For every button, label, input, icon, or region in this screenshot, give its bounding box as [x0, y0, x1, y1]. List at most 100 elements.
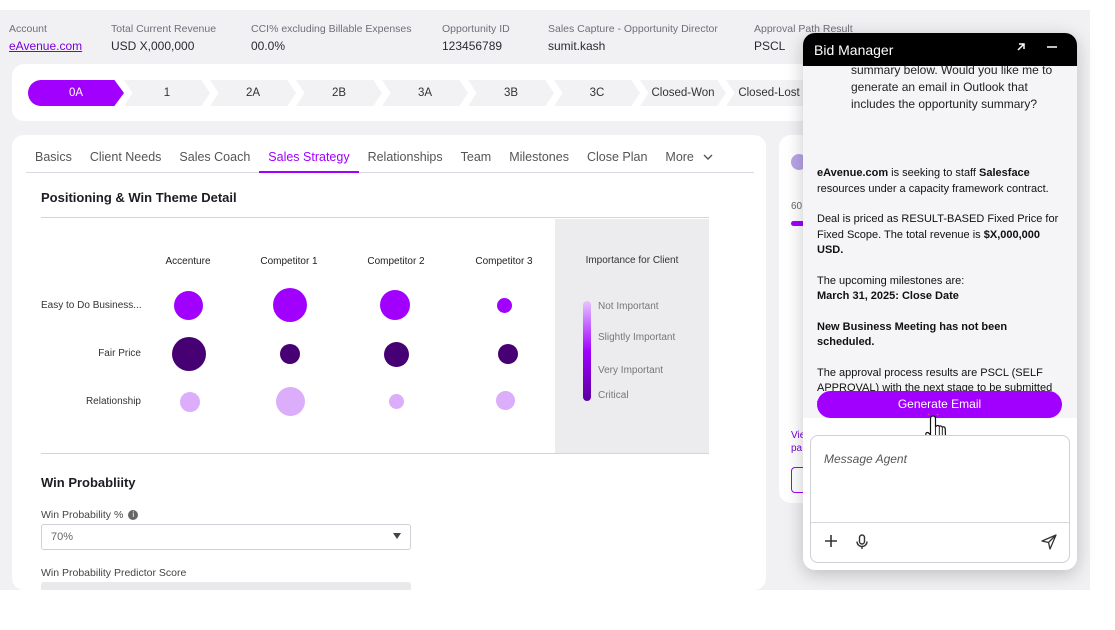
- bubble-price-competitor-3: [498, 344, 518, 364]
- header-opportunity-id: Opportunity ID 123456789: [442, 23, 510, 53]
- stage-progress: 0A 1 2A 2B 3A 3B 3C Closed-Won Closed-Lo…: [28, 80, 812, 106]
- side-card-progress-bar: [791, 221, 811, 226]
- tab-relationships[interactable]: Relationships: [367, 150, 443, 164]
- director-label: Sales Capture - Opportunity Director: [548, 23, 718, 35]
- approval-value: PSCL: [754, 39, 786, 53]
- tab-milestones[interactable]: Milestones: [509, 150, 569, 164]
- revenue-label: Total Current Revenue: [111, 23, 217, 35]
- bubble-price-competitor-2: [384, 342, 409, 367]
- expand-icon[interactable]: [1015, 41, 1027, 56]
- agent-meeting-status: New Business Meeting has not been schedu…: [817, 320, 1008, 349]
- director-value: sumit.kash: [548, 39, 606, 53]
- tab-team[interactable]: Team: [460, 150, 492, 164]
- legend-critical: Critical: [598, 390, 629, 401]
- tab-basics[interactable]: Basics: [35, 150, 72, 164]
- column-competitor-3: Competitor 3: [475, 256, 533, 267]
- opportunity-id-label: Opportunity ID: [442, 23, 510, 35]
- approval-label: Approval Path Result: [754, 23, 853, 35]
- side-card-link-line-1[interactable]: Vie: [791, 430, 806, 441]
- row-relationship: Relationship: [85, 396, 141, 407]
- stage-3c[interactable]: 3C: [554, 80, 640, 106]
- legend-not-important: Not Important: [598, 301, 659, 312]
- chevron-down-icon: [703, 153, 713, 164]
- stage-3b[interactable]: 3B: [468, 80, 554, 106]
- tab-more-label: More: [665, 150, 694, 164]
- predictor-score-field: [41, 582, 411, 590]
- minimize-icon[interactable]: [1046, 41, 1058, 56]
- column-competitor-2: Competitor 2: [367, 256, 425, 267]
- tab-client-needs[interactable]: Client Needs: [89, 150, 162, 164]
- generate-email-button[interactable]: Generate Email: [817, 391, 1062, 418]
- stage-2b[interactable]: 2B: [296, 80, 382, 106]
- stage-progress-card: 0A 1 2A 2B 3A 3B 3C Closed-Won Closed-Lo…: [12, 64, 812, 121]
- side-card-value: 60: [791, 201, 803, 212]
- tab-sales-strategy[interactable]: Sales Strategy: [259, 143, 359, 173]
- dropdown-caret-icon: [393, 533, 401, 539]
- user-message: summary below. Would you like me to gene…: [851, 63, 1053, 111]
- account-link[interactable]: eAvenue.com: [9, 39, 83, 53]
- bubble-easy-competitor-2: [380, 290, 410, 320]
- stage-0a[interactable]: 0A: [28, 80, 124, 106]
- win-probability-select[interactable]: 70%: [41, 524, 411, 550]
- stage-3a[interactable]: 3A: [382, 80, 468, 106]
- agent-resource: Salesface: [979, 167, 1030, 179]
- predictor-score-label: Win Probability Predictor Score: [41, 567, 187, 579]
- importance-title: Importance for Client: [585, 255, 679, 266]
- tab-more[interactable]: More: [656, 143, 722, 173]
- importance-scale-bar: [583, 301, 591, 401]
- send-icon[interactable]: [1041, 534, 1057, 555]
- bubble-relationship-accenture: [180, 392, 200, 412]
- tab-close-plan[interactable]: Close Plan: [586, 150, 648, 164]
- agent-message: eAvenue.com is seeking to staff Salesfac…: [817, 166, 1067, 427]
- message-composer[interactable]: Message Agent: [810, 435, 1070, 563]
- stage-closed-won[interactable]: Closed-Won: [640, 80, 726, 106]
- composer-divider: [811, 522, 1069, 523]
- column-accenture: Accenture: [165, 256, 211, 267]
- bubble-relationship-competitor-2: [389, 394, 404, 409]
- tab-sales-coach[interactable]: Sales Coach: [179, 150, 251, 164]
- bubble-easy-accenture: [174, 291, 203, 320]
- agent-p2-text: Deal is priced as RESULT-BASED Fixed Pri…: [817, 213, 1059, 241]
- positioning-divider-top: [41, 217, 709, 218]
- header-cci: CCI% excluding Billable Expenses 00.0%: [251, 23, 412, 53]
- stage-2a[interactable]: 2A: [210, 80, 296, 106]
- agent-revenue: $X,000,000 USD.: [817, 228, 1041, 257]
- agent-close-date: March 31, 2025: Close Date: [817, 290, 959, 302]
- side-card-link-line-2[interactable]: pa: [791, 443, 803, 454]
- sales-strategy-card: Basics Client Needs Sales Coach Sales St…: [12, 135, 766, 590]
- microphone-icon[interactable]: [855, 534, 869, 555]
- bid-manager-panel: Bid Manager summary below. Would you lik…: [803, 33, 1077, 570]
- header-approval: Approval Path Result PSCL: [754, 23, 853, 53]
- stage-1[interactable]: 1: [124, 80, 210, 106]
- chat-area: summary below. Would you like me to gene…: [803, 63, 1077, 418]
- info-icon[interactable]: i: [128, 510, 139, 521]
- bid-manager-header: Bid Manager: [803, 33, 1077, 66]
- positioning-matrix: Accenture Competitor 1 Competitor 2 Comp…: [41, 219, 709, 453]
- bubble-easy-competitor-3: [497, 298, 512, 313]
- agent-p1-text: is seeking to staff: [888, 167, 980, 179]
- positioning-divider-bottom: [41, 453, 709, 454]
- agent-account: eAvenue.com: [817, 167, 889, 179]
- positioning-title: Positioning & Win Theme Detail: [41, 190, 237, 205]
- legend-slightly-important: Slightly Important: [598, 332, 676, 343]
- agent-paragraph-3: The upcoming milestones are: March 31, 20…: [817, 274, 1067, 305]
- revenue-value: USD X,000,000: [111, 39, 195, 53]
- stage-closed-lost[interactable]: Closed-Lost: [726, 80, 812, 106]
- agent-paragraph-1: eAvenue.com is seeking to staff Salesfac…: [817, 166, 1067, 197]
- column-competitor-1: Competitor 1: [260, 256, 318, 267]
- bubble-easy-competitor-1: [273, 288, 307, 322]
- row-fair-price: Fair Price: [98, 348, 141, 359]
- tab-bar: Basics Client Needs Sales Coach Sales St…: [26, 143, 754, 173]
- row-easy-to-do-business: Easy to Do Business...: [41, 300, 142, 311]
- header-revenue: Total Current Revenue USD X,000,000: [111, 23, 216, 53]
- win-probability-title: Win Probabliity: [41, 475, 136, 490]
- cci-label: CCI% excluding Billable Expenses: [251, 23, 412, 35]
- bubble-price-competitor-1: [280, 344, 300, 364]
- agent-paragraph-2: Deal is priced as RESULT-BASED Fixed Pri…: [817, 212, 1067, 259]
- plus-icon[interactable]: [824, 534, 838, 553]
- bid-manager-title: Bid Manager: [814, 42, 894, 58]
- account-label: Account: [9, 23, 47, 35]
- opportunity-id-value: 123456789: [442, 39, 503, 53]
- message-input-placeholder[interactable]: Message Agent: [824, 452, 907, 466]
- header-director: Sales Capture - Opportunity Director sum…: [548, 23, 718, 53]
